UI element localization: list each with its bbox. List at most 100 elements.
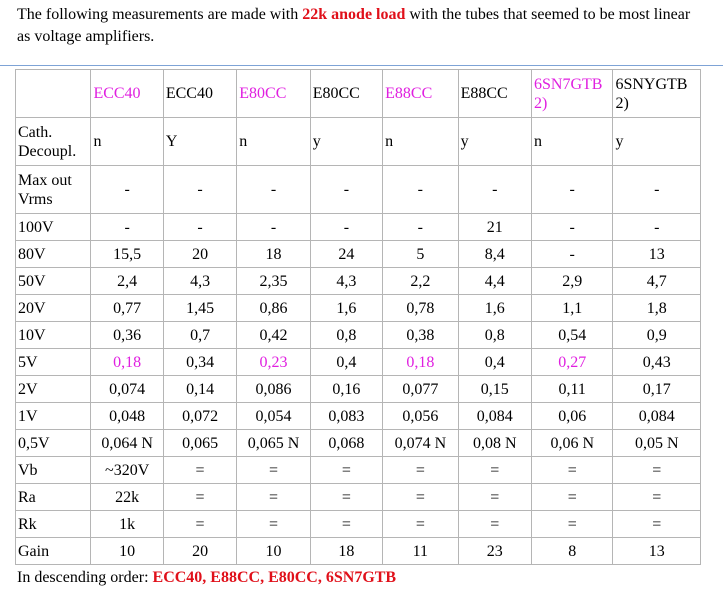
table-row: Vb ~320V = = = = = = = <box>14 456 701 484</box>
table-cell: 0,86 <box>236 294 311 322</box>
intro: The following measurements are made with… <box>17 4 707 48</box>
separator <box>0 65 723 66</box>
table-cell: 0,8 <box>309 321 384 349</box>
column-header: E80CC <box>309 69 384 118</box>
table-cell: 0,18 <box>90 348 164 376</box>
table-cell: = <box>382 510 459 538</box>
table-cell: = <box>309 456 384 484</box>
table-cell: 22k <box>90 483 164 511</box>
table-cell: - <box>530 213 614 241</box>
table-cell: 0,4 <box>309 348 384 376</box>
column-header: 6SNYGTB 2) <box>612 69 701 118</box>
table-cell: = <box>162 456 238 484</box>
table-cell: 0,072 <box>162 402 238 430</box>
row-label: 100V <box>14 213 92 241</box>
table-cell: = <box>612 510 701 538</box>
table-cell: 0,083 <box>309 402 384 430</box>
table-cell: 5 <box>382 240 459 268</box>
table-cell: ~320V <box>90 456 164 484</box>
table-cell: 18 <box>309 537 384 565</box>
table-cell: = <box>530 510 614 538</box>
table-cell: - <box>309 213 384 241</box>
corner-cell <box>14 69 92 118</box>
table-cell: - <box>236 213 311 241</box>
table-cell: = <box>162 510 238 538</box>
row-label: 5V <box>14 348 92 376</box>
table-cell: - <box>162 165 238 214</box>
table-cell: Y <box>162 117 238 166</box>
table-row: 0,5V 0,064 N 0,065 0,065 N 0,068 0,074 N 0,08 … <box>14 429 701 457</box>
table-cell: 0,065 <box>162 429 238 457</box>
table-cell: n <box>382 117 459 166</box>
table-cell: 2,9 <box>530 267 614 295</box>
table-cell: = <box>530 483 614 511</box>
table-cell: = <box>309 510 384 538</box>
table-cell: = <box>612 483 701 511</box>
table-row: 5V 0,18 0,34 0,23 0,4 0,18 0,4 0,27 0,43 <box>14 348 701 376</box>
table-cell: 0,056 <box>382 402 459 430</box>
footer-text: In descending order: <box>17 569 149 586</box>
table-cell: 2,2 <box>382 267 459 295</box>
table-cell: - <box>530 165 614 214</box>
table-cell: n <box>530 117 614 166</box>
table-row: 2V 0,074 0,14 0,086 0,16 0,077 0,15 0,11 0,17 <box>14 375 701 403</box>
column-header: ECC40 <box>162 69 238 118</box>
table-cell: = <box>236 483 311 511</box>
table-cell: 0,27 <box>530 348 614 376</box>
table-cell: 8 <box>530 537 614 565</box>
intro-highlight: 22k anode load <box>302 6 406 23</box>
intro-text: The following measurements are made with <box>17 6 299 23</box>
table-cell: 10 <box>236 537 311 565</box>
table-cell: 0,11 <box>530 375 614 403</box>
table-cell: 0,16 <box>309 375 384 403</box>
table-cell: - <box>457 165 532 214</box>
table-cell: 20 <box>162 240 238 268</box>
table-cell: - <box>309 165 384 214</box>
table-cell: 0,086 <box>236 375 311 403</box>
table-cell: = <box>382 456 459 484</box>
table-cell: - <box>382 165 459 214</box>
table-cell: 0,084 <box>457 402 532 430</box>
table-cell: 0,17 <box>612 375 701 403</box>
footer-highlight: ECC40, E88CC, E80CC, 6SN7GTB <box>152 569 397 586</box>
table-cell: 1,6 <box>457 294 532 322</box>
row-label: 0,5V <box>14 429 92 457</box>
table-cell: 0,06 N <box>530 429 614 457</box>
row-label: 2V <box>14 375 92 403</box>
table-cell: 13 <box>612 240 701 268</box>
table-cell: 0,06 <box>530 402 614 430</box>
table-cell: - <box>162 213 238 241</box>
table-cell: 0,15 <box>457 375 532 403</box>
table-cell: 4,7 <box>612 267 701 295</box>
table-cell: y <box>309 117 384 166</box>
column-header: ECC40 <box>90 69 164 118</box>
table-cell: = <box>382 483 459 511</box>
table-cell: 0,05 N <box>612 429 701 457</box>
table-cell: 1k <box>90 510 164 538</box>
table-cell: 23 <box>457 537 532 565</box>
table-cell: - <box>236 165 311 214</box>
table-row: Max out Vrms - - - - - - - - <box>14 165 701 214</box>
table-cell: 0,08 N <box>457 429 532 457</box>
row-label: 10V <box>14 321 92 349</box>
table-cell: 0,43 <box>612 348 701 376</box>
footer: In descending order: ECC40, E88CC, E80CC… <box>17 567 396 589</box>
table-cell: = <box>612 456 701 484</box>
row-label: 50V <box>14 267 92 295</box>
table-cell: y <box>612 117 701 166</box>
table-cell: = <box>457 483 532 511</box>
table-cell: 0,074 N <box>382 429 459 457</box>
table-cell: 0,36 <box>90 321 164 349</box>
table-cell: 1,45 <box>162 294 238 322</box>
intro-text: with the tubes that seemed to be most li… <box>17 6 691 45</box>
table-cell: 0,074 <box>90 375 164 403</box>
table-cell: 0,42 <box>236 321 311 349</box>
table-cell: 21 <box>457 213 532 241</box>
table-cell: 0,9 <box>612 321 701 349</box>
table-cell: - <box>90 213 164 241</box>
table-row: 1V 0,048 0,072 0,054 0,083 0,056 0,084 0,06 0,08… <box>14 402 701 430</box>
row-label: Cath. Decoupl. <box>14 117 92 166</box>
table-row: 20V 0,77 1,45 0,86 1,6 0,78 1,6 1,1 1,8 <box>14 294 701 322</box>
table-cell: - <box>90 165 164 214</box>
